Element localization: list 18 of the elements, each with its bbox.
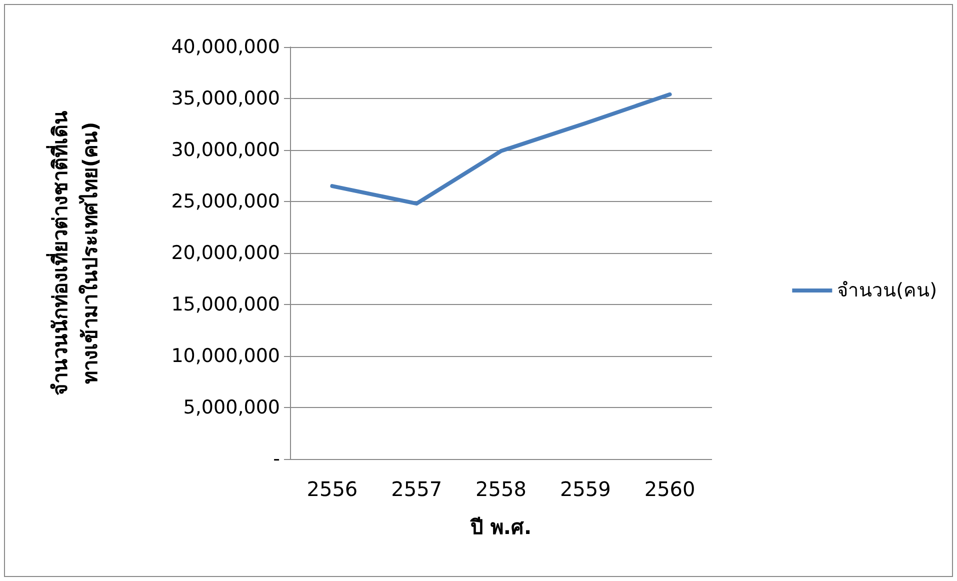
- x-tick-label: 2556: [306, 477, 358, 501]
- x-tick-label: 2559: [560, 477, 611, 501]
- y-tick-label: 20,000,000: [171, 242, 280, 264]
- y-tick-label: 30,000,000: [171, 139, 280, 161]
- y-tick-label: 10,000,000: [171, 345, 280, 367]
- y-tick-label: 5,000,000: [183, 396, 280, 418]
- y-tick-label: -: [273, 448, 280, 470]
- legend-label: จำนวน(คน): [837, 280, 938, 302]
- x-axis-title: ปี พ.ศ.: [469, 515, 532, 539]
- y-axis-title: จำนวนนักท่องเที่ยวต่างชาติที่เดิน ทางเข้ามาในประเทศไทย(คน): [45, 110, 102, 396]
- line-series: [330, 92, 672, 206]
- x-tick-label: 2557: [391, 477, 442, 501]
- x-tick-label: 2558: [476, 477, 526, 501]
- y-tick-label: 40,000,000: [171, 36, 280, 58]
- y-tick-label: 25,000,000: [171, 190, 280, 212]
- y-tick-label: 35,000,000: [171, 88, 280, 110]
- x-tick-label: 2560: [644, 477, 696, 501]
- y-tick-label: 15,000,000: [171, 294, 280, 316]
